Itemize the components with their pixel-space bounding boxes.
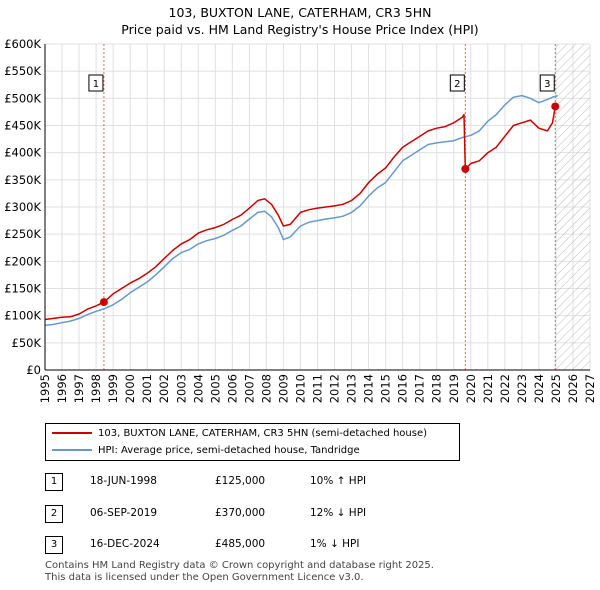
- x-tick-label: 2003: [174, 374, 188, 403]
- x-tick-label: 2020: [464, 374, 478, 403]
- sale-marker-2: [461, 164, 470, 173]
- x-tick-label: 2017: [413, 374, 427, 403]
- legend-item-hpi: HPI: Average price, semi-detached house,…: [52, 443, 360, 459]
- x-tick-label: 2025: [549, 374, 563, 403]
- x-tick-label: 2023: [515, 374, 529, 403]
- y-tick-label: £50K: [12, 336, 42, 350]
- x-tick-label: 2027: [583, 374, 597, 403]
- legend-swatch-hpi: [52, 449, 92, 451]
- x-tick-label: 2026: [566, 374, 580, 403]
- title-subtitle: Price paid vs. HM Land Registry's House …: [121, 22, 479, 37]
- x-tick-label: 2010: [293, 374, 307, 403]
- x-tick-label: 2019: [447, 374, 461, 403]
- sale-labels: 1 2 3: [88, 74, 555, 92]
- sale-number-badge: 1: [45, 473, 63, 491]
- sale-marker-1: [99, 298, 108, 307]
- legend-label-hpi: HPI: Average price, semi-detached house,…: [98, 445, 360, 456]
- sale-date: 18-JUN-1998: [90, 475, 157, 487]
- sale-markers: [99, 102, 560, 307]
- y-tick-label: £500K: [4, 91, 41, 105]
- x-tick-label: 2007: [242, 374, 256, 403]
- sale-hpi-delta: 1% ↓ HPI: [310, 538, 360, 550]
- y-tick-label: £400K: [4, 146, 41, 160]
- footer-licence: This data is licensed under the Open Gov…: [45, 572, 364, 583]
- x-tick-label: 1995: [38, 374, 52, 403]
- legend-item-property: 103, BUXTON LANE, CATERHAM, CR3 5HN (sem…: [52, 426, 427, 442]
- sale-label-2: 2: [454, 79, 460, 90]
- sale-label-box-1: [88, 74, 104, 92]
- legend: 103, BUXTON LANE, CATERHAM, CR3 5HN (sem…: [45, 423, 460, 461]
- legend-swatch-property: [52, 432, 92, 434]
- price-chart: £0 £50K £100K £150K £200K £250K £300K £350K £400…: [4, 37, 597, 403]
- sale-price: £125,000: [215, 475, 266, 487]
- footer: Contains HM Land Registry data © Crown c…: [45, 560, 434, 584]
- y-tick-label: £150K: [4, 282, 41, 296]
- x-tick-label: 2005: [208, 374, 222, 403]
- x-tick-label: 1999: [106, 374, 120, 403]
- sale-label-1: 1: [93, 79, 99, 90]
- axes: £0 £50K £100K £150K £200K £250K £300K £350K £400…: [4, 37, 597, 403]
- x-tick-label: 2002: [157, 374, 171, 403]
- x-tick-label: 2009: [276, 374, 290, 403]
- footer-copyright: Contains HM Land Registry data © Crown c…: [45, 560, 434, 571]
- y-tick-label: £250K: [4, 227, 41, 241]
- sale-label-3: 3: [544, 79, 550, 90]
- y-tick-label: £100K: [4, 309, 41, 323]
- y-tick-label: £300K: [4, 200, 41, 214]
- x-tick-label: 1998: [89, 374, 103, 403]
- hpi-line: [44, 94, 558, 327]
- x-tick-label: 2018: [430, 374, 444, 403]
- table-row: 1 18-JUN-1998 £125,000 10% ↑ HPI: [45, 473, 545, 495]
- x-tick-label: 2001: [140, 374, 154, 403]
- x-tick-label: 1997: [72, 374, 86, 403]
- sale-number-badge: 3: [45, 536, 63, 554]
- sale-marker-3: [551, 102, 560, 111]
- x-tick-label: 2021: [481, 374, 495, 403]
- y-tick-label: £600K: [4, 37, 41, 51]
- x-tick-label: 2000: [123, 374, 137, 403]
- grid: [44, 43, 591, 371]
- sale-hpi-delta: 10% ↑ HPI: [310, 475, 367, 487]
- y-tick-label: £450K: [4, 119, 41, 133]
- sale-date: 16-DEC-2024: [90, 538, 160, 550]
- property-price-line: [44, 105, 559, 321]
- chart-title: 103, BUXTON LANE, CATERHAM, CR3 5HN Pric…: [0, 4, 600, 38]
- x-tick-label: 2004: [191, 374, 205, 403]
- y-tick-label: £0: [26, 363, 41, 377]
- sale-label-box-2: [449, 74, 465, 92]
- x-tick-label: 2016: [396, 374, 410, 403]
- table-row: 2 06-SEP-2019 £370,000 12% ↓ HPI: [45, 505, 545, 527]
- title-address: 103, BUXTON LANE, CATERHAM, CR3 5HN: [168, 5, 432, 20]
- x-tick-label: 2014: [362, 374, 376, 403]
- future-shade: [555, 44, 590, 370]
- x-tick-label: 2024: [532, 374, 546, 403]
- sale-label-box-3: [539, 74, 555, 92]
- forecast-hatch: [555, 44, 590, 370]
- sale-price: £370,000: [215, 507, 266, 519]
- x-tick-label: 2013: [345, 374, 359, 403]
- sale-price: £485,000: [215, 538, 266, 550]
- x-tick-label: 2012: [328, 374, 342, 403]
- x-tick-label: 1996: [55, 374, 69, 403]
- sale-date: 06-SEP-2019: [90, 507, 158, 519]
- x-tick-label: 2008: [259, 374, 273, 403]
- x-tick-label: 2015: [379, 374, 393, 403]
- sale-number-badge: 2: [45, 505, 63, 523]
- x-tick-label: 2022: [498, 374, 512, 403]
- legend-label-property: 103, BUXTON LANE, CATERHAM, CR3 5HN (sem…: [98, 428, 428, 439]
- y-tick-label: £550K: [4, 64, 41, 78]
- x-tick-label: 2006: [225, 374, 239, 403]
- table-row: 3 16-DEC-2024 £485,000 1% ↓ HPI: [45, 536, 545, 558]
- sale-hpi-delta: 12% ↓ HPI: [310, 507, 367, 519]
- y-tick-label: £350K: [4, 173, 41, 187]
- y-tick-label: £200K: [4, 254, 41, 268]
- series-lines: [44, 94, 559, 327]
- x-tick-label: 2011: [311, 374, 325, 403]
